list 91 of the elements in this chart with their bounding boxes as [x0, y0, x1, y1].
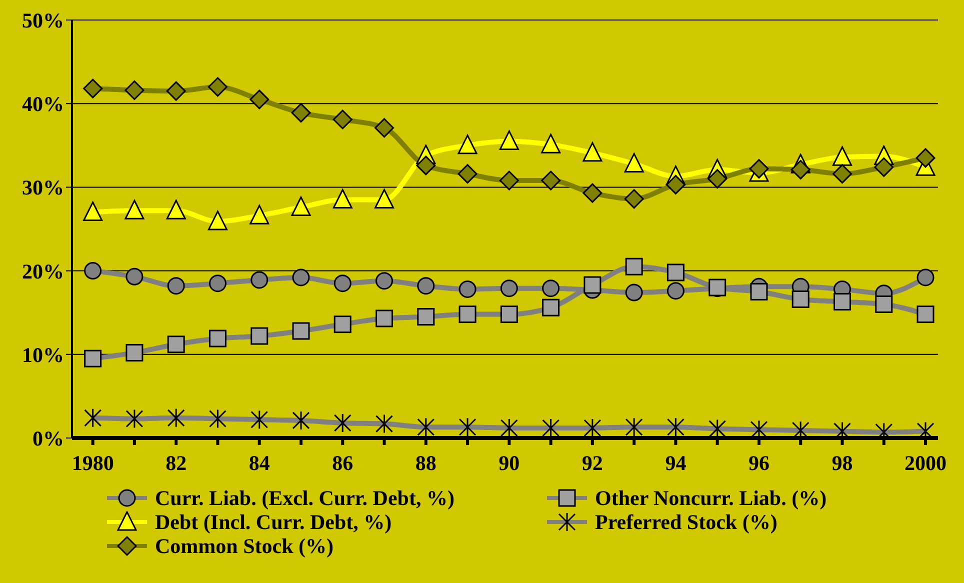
point: [250, 90, 270, 110]
point: [708, 169, 728, 189]
point: [458, 134, 478, 154]
x-tick-label: 84: [248, 450, 270, 475]
point: [332, 110, 352, 130]
point: [166, 81, 186, 101]
point: [208, 210, 228, 230]
point: [875, 295, 893, 313]
y-tick-label: 30%: [22, 176, 64, 200]
point: [792, 290, 810, 308]
point: [832, 164, 852, 184]
x-tick-label: 2000: [904, 450, 947, 475]
legend-label: Debt (Incl. Curr. Debt, %): [155, 510, 392, 534]
y-tick-label: 40%: [22, 92, 64, 116]
point: [374, 118, 394, 138]
point: [582, 142, 602, 162]
x-tick-label: 98: [832, 450, 853, 475]
point: [666, 174, 686, 194]
point: [458, 306, 476, 324]
point: [666, 282, 684, 300]
point: [499, 130, 519, 150]
point: [458, 164, 478, 184]
point: [250, 204, 270, 224]
point: [208, 77, 228, 97]
point: [250, 327, 268, 345]
point: [126, 268, 144, 286]
legend-label: Curr. Liab. (Excl. Curr. Debt, %): [155, 486, 454, 510]
point: [417, 277, 435, 295]
point: [582, 183, 602, 203]
point: [624, 153, 644, 173]
point: [750, 282, 768, 300]
y-tick-label: 20%: [22, 259, 64, 284]
point: [833, 292, 851, 310]
point: [458, 280, 476, 298]
point: [166, 200, 186, 220]
point: [167, 336, 185, 354]
y-tick-label: 0%: [32, 426, 64, 450]
x-tick-label: 94: [665, 450, 687, 475]
point: [83, 202, 103, 222]
point: [84, 350, 102, 368]
x-tick-label: 92: [582, 450, 603, 475]
point: [332, 188, 352, 208]
x-tick-label: 96: [748, 450, 770, 475]
point: [126, 344, 144, 362]
point: [499, 170, 519, 190]
point: [500, 306, 518, 324]
x-tick-label: 82: [166, 450, 187, 475]
point: [417, 308, 435, 326]
point: [208, 330, 226, 348]
point: [541, 170, 561, 190]
x-tick-label: 1980: [72, 450, 114, 475]
point: [790, 160, 810, 180]
point: [374, 188, 394, 208]
y-tick-label: 50%: [22, 8, 64, 32]
x-tick-label: 88: [415, 450, 436, 475]
point: [874, 157, 894, 177]
point: [250, 271, 268, 289]
point: [542, 280, 560, 298]
point: [625, 284, 643, 302]
point: [624, 189, 644, 209]
point: [291, 196, 311, 216]
point: [916, 148, 936, 168]
point: [916, 306, 934, 324]
y-tick-label: 10%: [22, 342, 64, 367]
point: [376, 310, 394, 328]
point: [832, 146, 852, 166]
point: [84, 262, 102, 280]
legend-label: Common Stock (%): [155, 534, 334, 558]
point: [291, 103, 311, 123]
point: [584, 276, 602, 294]
x-tick-label: 86: [332, 450, 354, 475]
point: [500, 280, 518, 298]
point: [292, 322, 310, 340]
point: [334, 274, 352, 292]
point: [416, 156, 436, 176]
point: [334, 316, 352, 334]
point: [83, 78, 103, 98]
point: [124, 200, 144, 220]
point: [625, 258, 643, 276]
point: [542, 298, 560, 316]
point: [124, 80, 144, 100]
legend-label: Other Noncurr. Liab. (%): [595, 486, 827, 510]
point: [167, 277, 185, 295]
point: [666, 264, 684, 282]
point: [292, 268, 310, 286]
point: [916, 268, 934, 286]
legend-label: Preferred Stock (%): [595, 510, 778, 534]
point: [541, 134, 561, 154]
point: [376, 272, 394, 290]
point: [208, 274, 226, 292]
x-tick-label: 90: [498, 450, 520, 475]
